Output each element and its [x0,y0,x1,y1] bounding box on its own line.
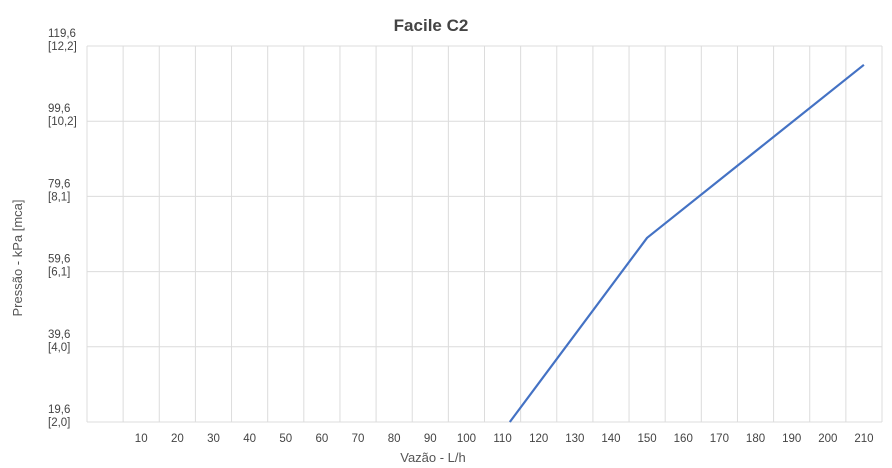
y-tick-sublabel: [2,0] [48,417,70,429]
x-tick-label: 60 [315,433,328,445]
chart-title: Facile C2 [394,16,469,35]
x-tick-label: 150 [638,433,657,445]
x-tick-label: 10 [135,433,148,445]
x-tick-label: 70 [352,433,365,445]
y-tick-sublabel: [8,1] [48,191,70,203]
x-tick-label: 20 [171,433,184,445]
series-layer [508,63,865,423]
y-tick-label: 119,6 [48,28,76,40]
x-tick-label: 50 [279,433,292,445]
x-tick-label: 210 [854,433,873,445]
y-tick-label: 59,6 [48,254,70,266]
grid [86,45,883,423]
x-axis-label: Vazão - L/h [400,450,466,465]
x-tick-label: 90 [424,433,437,445]
x-tick-label: 160 [674,433,693,445]
y-tick-sublabel: [6,1] [48,267,70,279]
y-axis-ticks: 19,6[2,0] 39,6[4,0] 59,6[6,1] 79,6[8,1] 99,6… [48,28,77,429]
x-tick-label: 190 [782,433,801,445]
y-tick-sublabel: [12,2] [48,41,77,53]
series-line [508,63,865,423]
y-tick-sublabel: [4,0] [48,342,70,354]
y-tick-label: 39,6 [48,329,70,341]
x-tick-label: 30 [207,433,220,445]
x-tick-label: 40 [243,433,256,445]
x-axis-ticks: 10 20 30 40 50 60 70 80 90 100 110 120 130 140 150 160 1… [135,433,874,445]
x-tick-label: 140 [601,433,620,445]
y-tick-label: 99,6 [48,103,70,115]
x-tick-label: 200 [818,433,837,445]
y-tick-label: 79,6 [48,178,70,190]
x-tick-label: 130 [565,433,584,445]
x-tick-label: 100 [457,433,476,445]
x-tick-label: 110 [493,433,511,445]
y-axis-label: Pressão - kPa [mca] [10,199,25,316]
y-tick-label: 19,6 [48,404,70,416]
x-tick-label: 80 [388,433,401,445]
x-tick-label: 180 [746,433,765,445]
x-tick-label: 170 [710,433,729,445]
y-tick-sublabel: [10,2] [48,116,77,128]
x-tick-label: 120 [529,433,548,445]
